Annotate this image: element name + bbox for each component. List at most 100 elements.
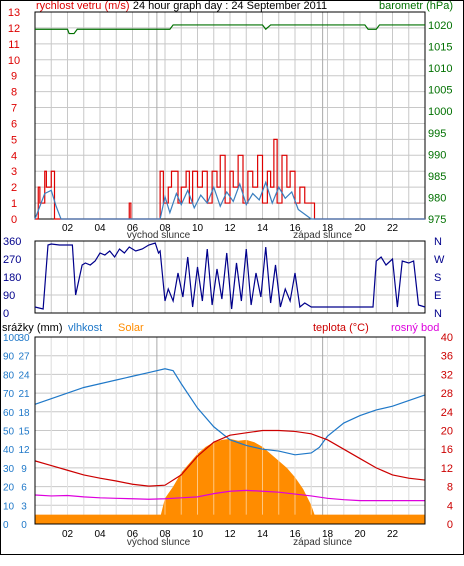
wind-speed-tick-label: 13 <box>8 7 20 19</box>
panel1-x-tick-label: 16 <box>289 223 301 234</box>
humidity-tick-label: 80 <box>3 370 15 381</box>
wind-speed-tick-label: 6 <box>11 118 17 130</box>
panel3-sunset-label: západ slunce <box>293 537 352 548</box>
panel3-x-tick-label: 04 <box>94 529 106 540</box>
rain-mm-tick-label: 15 <box>18 427 30 438</box>
wind-speed-tick-label: 5 <box>11 134 17 146</box>
series-vitr-line <box>34 180 425 220</box>
barometer-axis-title: barometr (hPa) <box>379 0 453 12</box>
chart-title: 24 hour graph day : 24 September 2011 <box>133 0 327 12</box>
temperature-tick-label: 16 <box>441 444 453 456</box>
temperature-tick-label: 8 <box>447 482 453 494</box>
rain-mm-tick-label: 24 <box>18 370 30 381</box>
direction-degree-tick-label: 360 <box>3 236 21 248</box>
temperature-tick-label: 40 <box>441 332 453 344</box>
direction-compass-tick-label: E <box>434 290 441 302</box>
temperature-tick-label: 4 <box>447 500 453 512</box>
temperature-tick-label: 20 <box>441 426 453 438</box>
direction-compass-tick-label: S <box>434 272 441 284</box>
panel1-x-tick-label: 18 <box>322 223 334 234</box>
panel1-x-tick-label: 04 <box>94 223 106 234</box>
humidity-tick-label: 40 <box>3 445 15 456</box>
direction-compass-tick-label: N <box>434 236 442 248</box>
panel3-x-tick-label: 06 <box>127 529 139 540</box>
barometer-tick-label: 980 <box>428 192 446 204</box>
barometer-tick-label: 985 <box>428 171 446 183</box>
temperature-tick-label: 12 <box>441 463 453 475</box>
temperature-tick-label: 28 <box>441 388 453 400</box>
panel1-x-tick-label: 06 <box>127 223 139 234</box>
rain-mm-tick-label: 0 <box>21 520 27 531</box>
direction-degree-tick-label: 270 <box>3 254 21 266</box>
legend-solar: Solar <box>118 322 144 334</box>
rain-mm-tick-label: 18 <box>18 408 30 419</box>
barometer-tick-label: 1000 <box>428 106 452 118</box>
panel2-frame <box>34 240 426 314</box>
barometer-tick-label: 975 <box>428 214 446 226</box>
panel3-x-tick-label: 18 <box>322 529 334 540</box>
wind-speed-tick-label: 2 <box>11 182 17 194</box>
humidity-tick-label: 50 <box>3 427 15 438</box>
barometer-tick-label: 1020 <box>428 20 452 32</box>
barometer-tick-label: 990 <box>428 149 446 161</box>
wind-speed-tick-label: 3 <box>11 166 17 178</box>
panel1-x-tick-label: 14 <box>257 223 269 234</box>
panel3-x-tick-label: 12 <box>224 529 236 540</box>
panel3-frame <box>34 336 426 525</box>
wind-speed-tick-label: 12 <box>8 23 20 35</box>
sunset-label: západ slunce <box>293 230 352 241</box>
wind-speed-axis-title: rychlost vetru (m/s) <box>36 0 130 12</box>
panel3-x-tick-label: 10 <box>192 529 204 540</box>
panel3-x-tick-label: 16 <box>289 529 301 540</box>
rain-mm-tick-label: 9 <box>21 464 27 475</box>
barometer-tick-label: 995 <box>428 128 446 140</box>
wind-speed-tick-label: 4 <box>11 150 17 162</box>
panel3-x-tick-label: 08 <box>159 529 171 540</box>
direction-degree-tick-label: 90 <box>3 290 15 302</box>
sunrise-label: východ slunce <box>127 230 191 241</box>
wind-speed-tick-label: 1 <box>11 198 17 210</box>
rain-bar <box>35 514 425 524</box>
wind-speed-tick-label: 0 <box>11 214 17 226</box>
humidity-tick-label: 0 <box>3 520 9 531</box>
rain-mm-tick-label: 12 <box>18 445 30 456</box>
series-gust-line <box>35 138 425 220</box>
humidity-tick-label: 100 <box>3 333 20 344</box>
rain-mm-tick-label: 27 <box>18 352 30 363</box>
panel1-x-tick-label: 12 <box>224 223 236 234</box>
barometer-tick-label: 1005 <box>428 85 452 97</box>
panel1-x-tick-label: 02 <box>62 223 74 234</box>
panel3-x-tick-label: 02 <box>62 529 74 540</box>
panel1-x-tick-label: 20 <box>354 223 366 234</box>
panel3-x-tick-label: 22 <box>387 529 399 540</box>
rain-mm-tick-label: 30 <box>18 333 30 344</box>
series-barometr-line <box>35 24 425 35</box>
barometer-tick-label: 1015 <box>428 42 452 54</box>
series-vlhkost-line <box>34 368 426 456</box>
barometer-tick-label: 1010 <box>428 63 452 75</box>
rain-mm-tick-label: 21 <box>18 389 30 400</box>
humidity-tick-label: 60 <box>3 408 15 419</box>
humidity-tick-label: 20 <box>3 483 15 494</box>
legend-rain: srážky (mm) <box>2 322 63 334</box>
direction-compass-tick-label: N <box>434 308 442 320</box>
humidity-tick-label: 10 <box>3 501 15 512</box>
legend-dew-point: rosný bod <box>391 322 439 334</box>
temperature-tick-label: 32 <box>441 369 453 381</box>
wind-speed-tick-label: 10 <box>8 55 20 67</box>
series-wind-direction-line <box>34 242 426 310</box>
wind-speed-tick-label: 11 <box>8 39 19 51</box>
legend-temperature: teplota (°C) <box>313 322 369 334</box>
direction-degree-tick-label: 0 <box>3 308 9 320</box>
direction-compass-tick-label: W <box>434 254 445 266</box>
direction-degree-tick-label: 180 <box>3 272 21 284</box>
temperature-tick-label: 24 <box>441 407 453 419</box>
humidity-tick-label: 90 <box>3 352 15 363</box>
legend-humidity: vlhkost <box>68 322 102 334</box>
panel1-frame <box>34 11 426 220</box>
humidity-tick-label: 70 <box>3 389 15 400</box>
wind-speed-tick-label: 7 <box>11 103 17 115</box>
series-teplota-line <box>34 429 426 487</box>
panel1-x-tick-label: 08 <box>159 223 171 234</box>
